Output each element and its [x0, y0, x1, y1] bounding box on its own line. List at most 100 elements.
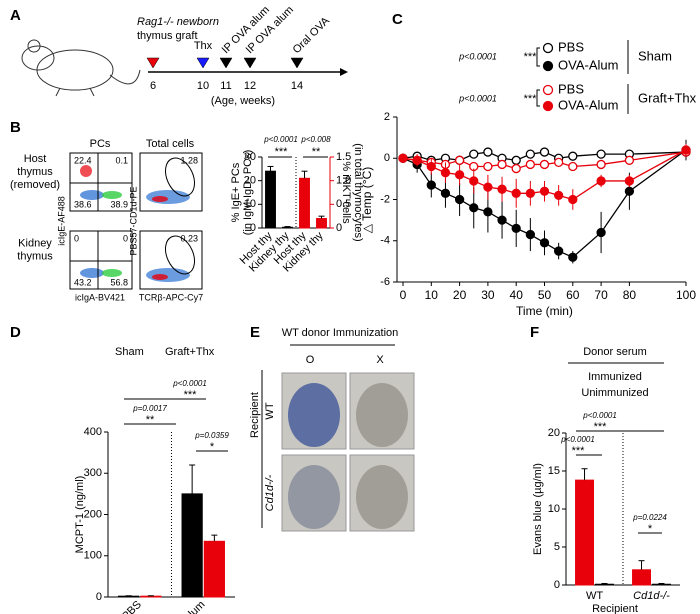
row-label: Host	[24, 153, 47, 165]
y-tick-label: -4	[380, 235, 390, 247]
row-label: (removed)	[10, 179, 60, 191]
y-tick-label: -2	[380, 193, 390, 205]
y-axis-label: Evans blue (µg/ml)	[532, 463, 544, 555]
y-tick-label: 100	[84, 550, 102, 562]
annotation: ***	[594, 421, 608, 433]
week-label: 6	[150, 80, 156, 92]
x-tick-label: 20	[453, 288, 467, 302]
flow-plot	[69, 152, 133, 212]
point	[624, 176, 635, 186]
flow-density	[80, 165, 92, 177]
y2-axis-label: (in total thymocytes)	[352, 143, 364, 241]
x-tick-label: PBS	[120, 599, 144, 614]
y-tick-label: 10	[548, 503, 560, 515]
quadrant-value: 0	[74, 233, 79, 243]
flow-density	[152, 274, 168, 280]
point	[440, 168, 451, 178]
arrow-head	[340, 68, 348, 76]
x-tick-label: 80	[623, 288, 637, 302]
graft-label: Rag1-/- newborn	[137, 16, 219, 28]
y-tick-label: 2	[384, 111, 390, 123]
panel-letter: F	[530, 324, 539, 341]
x-tick-label: 10	[425, 288, 439, 302]
point	[454, 170, 465, 180]
bar	[265, 170, 276, 229]
y2-tick-label: 0.5	[336, 198, 351, 210]
point	[681, 145, 691, 155]
bracket	[536, 47, 540, 67]
point	[511, 155, 521, 165]
flow-density	[152, 196, 168, 202]
panel-letter: C	[392, 11, 403, 28]
y-tick-label: 0	[384, 152, 390, 164]
point	[497, 184, 507, 194]
legend-label: OVA-Alum	[558, 57, 618, 72]
y-tick-label: 0	[554, 579, 560, 591]
point	[525, 149, 535, 159]
annotation: p<0.0001	[458, 93, 497, 103]
panel-title: WT donor Immunization	[282, 327, 399, 339]
point	[469, 149, 479, 159]
week-label: 12	[244, 80, 256, 92]
axis-note: (Age, weeks)	[211, 95, 275, 107]
annotation: *	[648, 523, 653, 535]
point	[469, 203, 479, 213]
point	[539, 238, 550, 248]
gate-value: 1.28	[180, 155, 198, 165]
series-line	[402, 151, 687, 170]
point	[497, 159, 507, 170]
y-tick-label: -6	[380, 276, 390, 288]
annotation: p<0.0001	[263, 135, 298, 144]
bar	[632, 569, 651, 586]
y-tick-label: 10	[244, 198, 256, 210]
point	[525, 188, 535, 198]
point	[483, 161, 493, 172]
legend-marker	[542, 42, 554, 54]
row-label: thymus	[17, 250, 53, 262]
legend-label: Graft+Thx	[165, 346, 215, 358]
series-line	[402, 149, 687, 201]
column-label: O	[306, 354, 315, 366]
column-label: X	[376, 354, 384, 366]
annotation: p=0.0359	[194, 431, 229, 440]
x-tick-label: 40	[510, 288, 524, 302]
point	[511, 223, 521, 234]
flow-gate	[164, 235, 196, 275]
legend-label: OVA-Alum	[558, 97, 618, 112]
annotation: p<0.0001	[172, 379, 207, 388]
legend-label: Sham	[115, 346, 144, 358]
y-tick-label: 20	[244, 175, 256, 187]
point	[568, 252, 578, 262]
point	[497, 215, 507, 225]
point	[525, 229, 535, 240]
point	[483, 147, 493, 157]
y-tick-label: 5	[554, 541, 560, 553]
point	[539, 147, 550, 157]
point	[554, 190, 564, 201]
point	[624, 186, 635, 196]
point	[525, 159, 535, 170]
timeline-marker	[243, 57, 257, 69]
bar	[282, 226, 293, 229]
row-label: WT	[264, 402, 276, 419]
point	[554, 246, 564, 256]
y-axis-label: MCPT-1 (ng/ml)	[74, 476, 86, 554]
point	[483, 182, 493, 192]
point	[483, 207, 493, 217]
quadrant-value: 0.1	[115, 155, 128, 165]
gate-value: 0.23	[180, 233, 198, 243]
legend-marker	[542, 84, 554, 96]
x-axis-label: Time (min)	[516, 304, 573, 318]
row-label: Kidney	[18, 237, 52, 249]
quadrant-value: 22.4	[74, 155, 92, 165]
y-axis-label: % IgE+ PCs	[230, 162, 242, 222]
point	[596, 176, 606, 186]
point	[568, 151, 578, 161]
point	[539, 159, 550, 170]
y-axis-label: (in IgM-IgD- PCs)	[242, 150, 254, 236]
ear	[288, 383, 340, 447]
y-axis-label: △ Temp (°C)	[360, 167, 374, 233]
timeline-marker	[196, 57, 210, 69]
y2-axis-label: % iNKT cells	[340, 161, 352, 224]
